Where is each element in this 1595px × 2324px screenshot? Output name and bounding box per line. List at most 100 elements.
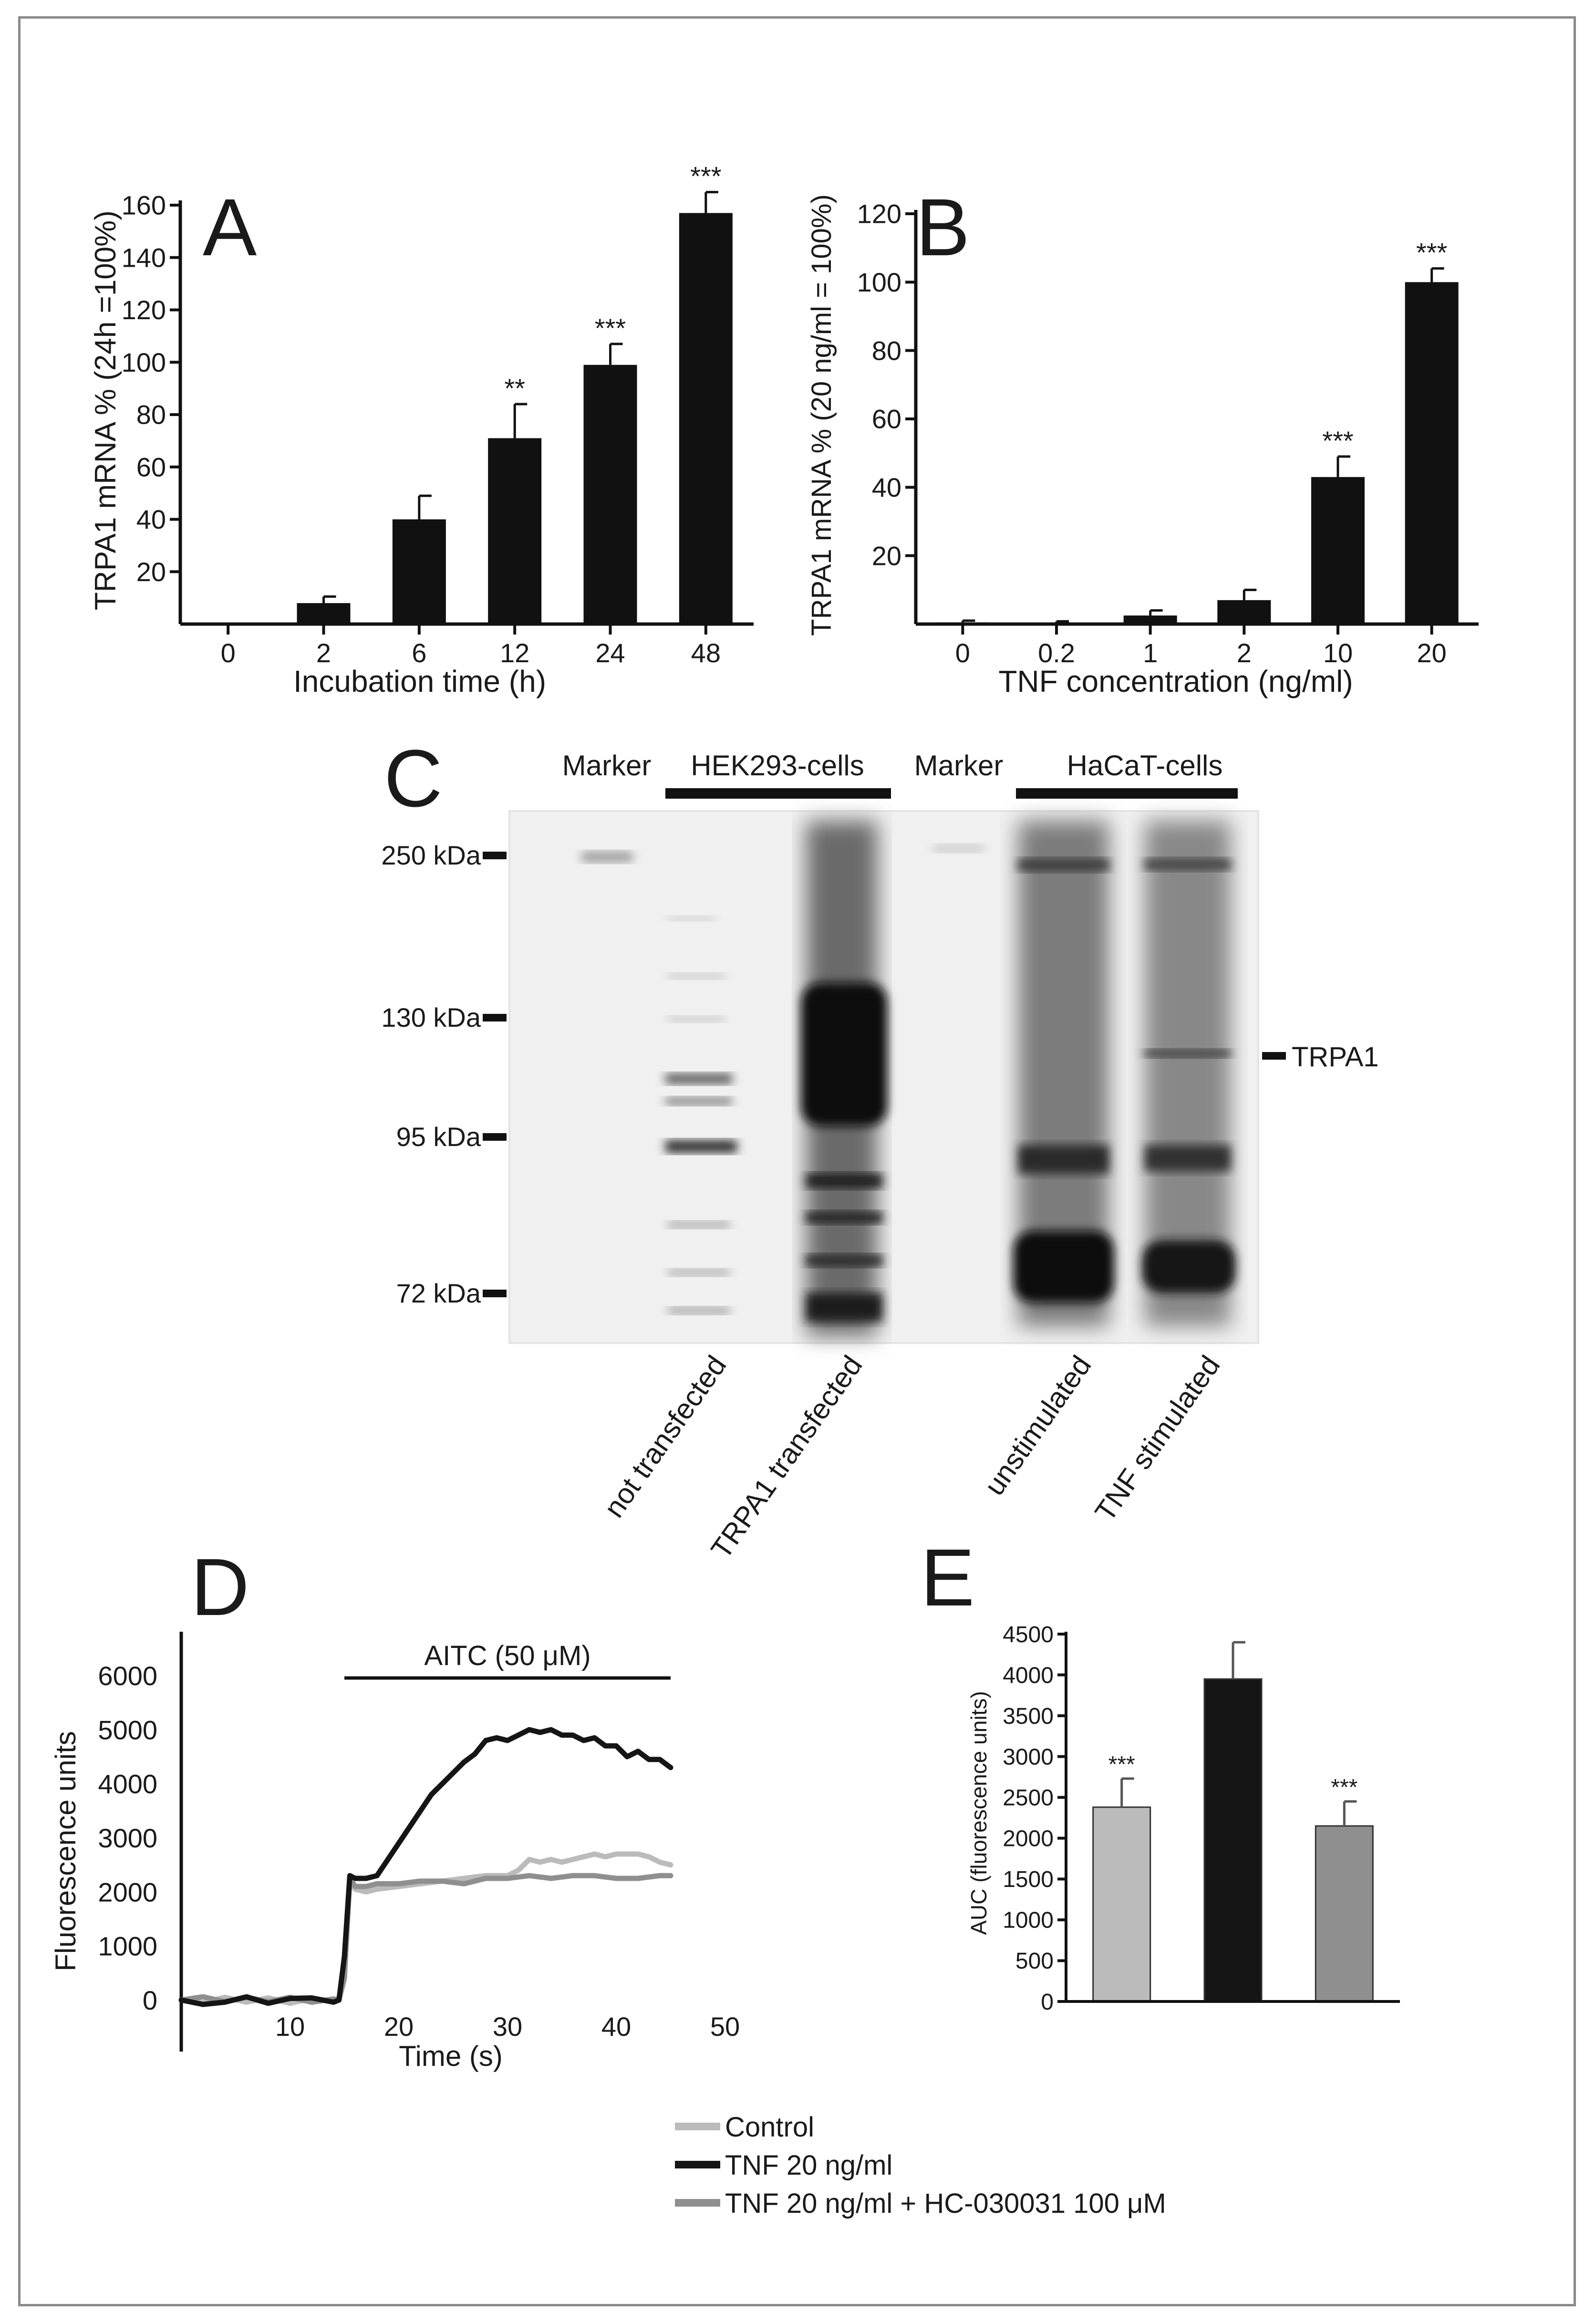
d-y-axis-label: Fluorescence units	[50, 1731, 82, 1971]
d-x-tick-label-0: 10	[275, 2011, 305, 2042]
b-x-tick-labels: 0 0.2 1 2 10 20	[955, 624, 1447, 668]
a-x-tick-labels: 0 2 6 12 24 48	[221, 624, 721, 668]
a-bars: ********	[297, 161, 733, 624]
a-significance-4: ***	[595, 313, 626, 343]
d-aitc-label: AITC (50 μM)	[424, 1640, 590, 1671]
e-y-ticks: 0 500 1000 1500 2000 2500 3000 3500 4000 4500	[1003, 1622, 1066, 2015]
panel-e: E 0 500 1000 1500 2000 2500 3000 3500 4000 4500 *…	[921, 1532, 1400, 2015]
b-y-tick-label-5: 120	[857, 199, 901, 229]
a-x-tick-label-4: 24	[595, 638, 625, 668]
panel-label-e: E	[921, 1532, 974, 1623]
panel-label-a: A	[203, 182, 257, 273]
e-y-tick-label-2: 1000	[1003, 1908, 1054, 1933]
panel-label-b: B	[916, 182, 970, 273]
b-x-tick-label-0: 0	[955, 638, 970, 668]
e-y-tick-label-1: 500	[1015, 1949, 1054, 1974]
a-y-tick-label-6: 140	[122, 242, 166, 272]
marker-label-2: Marker	[914, 750, 1004, 782]
d-y-tick-label-2: 2000	[98, 1877, 157, 1907]
b-y-axis-label: TRPA1 mRNA % (20 ng/ml = 100%)	[806, 194, 837, 636]
a-y-tick-label-2: 60	[136, 452, 166, 482]
e-y-tick-label-9: 4500	[1003, 1622, 1054, 1647]
b-bar-4	[1311, 477, 1365, 624]
hacat-group-label: HaCaT-cells	[1067, 750, 1223, 782]
d-series-lines	[178, 1727, 673, 2007]
panel-d: D 0 1000 2000 3000 4000 5000 6000 10 20 30 40 50 AI…	[50, 1542, 740, 2072]
e-y-axis-label: AUC (fluorescence units)	[966, 1691, 991, 1935]
e-bar-1	[1203, 1678, 1263, 2002]
d-y-tick-label-0: 0	[143, 1985, 157, 2015]
a-y-ticks: 20 40 60 80 100 120 140 160	[122, 190, 180, 587]
a-x-tick-label-0: 0	[221, 638, 236, 668]
d-y-tick-label-4: 4000	[98, 1769, 157, 1799]
lane-unstimulated	[1014, 821, 1114, 1326]
e-bars: *** ***	[1092, 1641, 1374, 2002]
kda-label-130: 130 kDa	[381, 1002, 481, 1032]
e-significance-0: ***	[1108, 1752, 1135, 1777]
a-bar-5	[679, 213, 733, 624]
d-y-tick-label-5: 5000	[98, 1715, 157, 1745]
kda-label-95: 95 kDa	[396, 1122, 481, 1152]
trpa1-band-label: TRPA1	[1292, 1042, 1379, 1073]
d-y-tick-label-6: 6000	[98, 1661, 157, 1691]
a-y-tick-label-5: 120	[122, 295, 166, 325]
b-bar-2	[1123, 615, 1177, 624]
marker-band-1	[581, 852, 633, 862]
panel-label-d: D	[191, 1542, 249, 1633]
b-x-tick-label-4: 10	[1323, 638, 1353, 668]
a-bar-2	[392, 519, 446, 624]
e-significance-2: ***	[1331, 1775, 1357, 1800]
b-significance-4: ***	[1322, 426, 1353, 456]
b-x-axis-label: TNF concentration (ng/ml)	[998, 664, 1353, 698]
b-x-tick-label-1: 0.2	[1038, 638, 1075, 668]
kda-label-250: 250 kDa	[381, 840, 481, 870]
kda-label-72: 72 kDa	[396, 1278, 481, 1308]
marker-band-2	[932, 844, 985, 852]
e-bar-0	[1092, 1806, 1151, 2002]
a-bar-4	[583, 365, 637, 624]
lane-trpa1-transfected	[801, 821, 887, 1336]
d-series-line-1	[178, 1727, 673, 2007]
panel-b: B 20 40 60 80 100 120 *** *** 0 0.2 1 2 10 20 TNF c…	[806, 182, 1479, 698]
lane-label-tnf-stimulated: TNF stimulated	[1088, 1350, 1226, 1527]
e-y-tick-label-6: 3000	[1003, 1744, 1054, 1770]
a-x-axis-label: Incubation time (h)	[293, 664, 546, 698]
d-x-tick-label-1: 20	[384, 2011, 414, 2042]
b-x-tick-label-2: 1	[1143, 638, 1158, 668]
e-y-tick-label-5: 2500	[1003, 1785, 1054, 1811]
d-x-tick-label-4: 50	[710, 2011, 740, 2042]
b-y-tick-label-2: 60	[872, 404, 901, 434]
b-significance-5: ***	[1416, 238, 1447, 268]
hek293-group-label: HEK293-cells	[691, 750, 864, 782]
legend-label-tnf: TNF 20 ng/ml	[725, 2150, 892, 2181]
e-y-tick-label-4: 2000	[1003, 1826, 1054, 1852]
a-y-tick-label-4: 100	[122, 347, 166, 377]
a-x-tick-label-5: 48	[691, 638, 721, 668]
d-x-tick-label-2: 30	[493, 2011, 522, 2042]
lane-tnf-stimulated	[1142, 821, 1235, 1326]
b-y-ticks: 20 40 60 80 100 120	[857, 199, 916, 571]
b-bars: *** ***	[936, 238, 1459, 624]
a-bar-3	[488, 438, 542, 624]
legend: Control TNF 20 ng/ml TNF 20 ng/ml + HC-0…	[675, 2112, 1166, 2219]
d-x-axis-label: Time (s)	[399, 2040, 503, 2072]
a-x-tick-label-3: 12	[500, 638, 529, 668]
a-x-tick-label-2: 6	[412, 638, 426, 668]
e-y-tick-label-0: 0	[1041, 1990, 1054, 2015]
d-y-tick-label-3: 3000	[98, 1823, 157, 1853]
e-bar-2	[1315, 1825, 1374, 2002]
figure-frame	[18, 16, 1576, 2306]
lane-label-not-transfected: not transfected	[598, 1350, 733, 1523]
d-x-tick-label-3: 40	[601, 2011, 631, 2042]
b-y-tick-label-3: 80	[872, 335, 901, 365]
a-y-tick-label-7: 160	[122, 190, 166, 220]
e-y-tick-label-3: 1500	[1003, 1867, 1054, 1892]
lane-label-trpa1-transfected: TRPA1 transfected	[705, 1350, 869, 1564]
b-x-tick-label-5: 20	[1417, 638, 1447, 668]
legend-label-control: Control	[725, 2112, 814, 2143]
a-y-axis-label: TRPA1 mRNA % (24h =100%)	[89, 210, 122, 610]
a-y-tick-label-0: 20	[136, 557, 166, 587]
a-y-tick-label-3: 80	[136, 400, 166, 430]
legend-label-tnf-hc: TNF 20 ng/ml + HC-030031 100 μM	[725, 2188, 1166, 2219]
